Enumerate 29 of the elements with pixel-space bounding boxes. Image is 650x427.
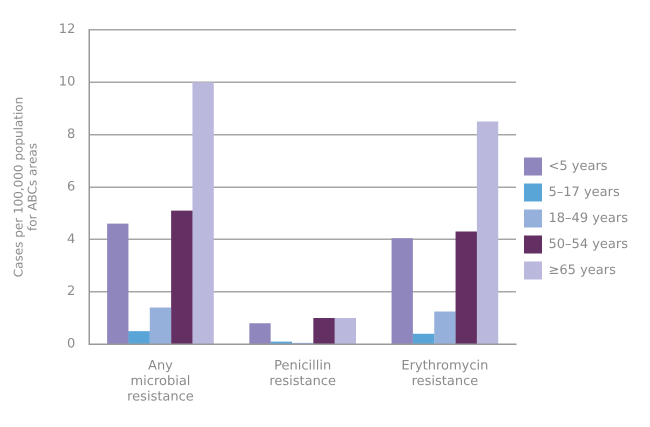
y-tick-label: 8 bbox=[67, 126, 76, 142]
y-tick-label: 2 bbox=[67, 284, 76, 300]
x-tick-label: Erythromycin resistance bbox=[401, 358, 488, 389]
bar bbox=[171, 210, 192, 344]
y-tick-label: 0 bbox=[67, 336, 76, 352]
bar bbox=[128, 331, 150, 344]
bar bbox=[434, 311, 456, 344]
legend-label: 50–54 years bbox=[548, 236, 628, 252]
legend-label: <5 years bbox=[548, 158, 608, 174]
y-tick-label: 4 bbox=[67, 232, 76, 247]
y-tick-label: 12 bbox=[58, 22, 76, 38]
legend-label: 5–17 years bbox=[548, 184, 620, 200]
y-tick-label: 10 bbox=[58, 74, 76, 90]
legend-label: 18–49 years bbox=[548, 210, 628, 226]
bar bbox=[476, 122, 498, 344]
y-axis-title: Cases per 100,000 population for ABCs areas bbox=[11, 96, 40, 278]
bar bbox=[392, 238, 413, 344]
bar bbox=[412, 334, 434, 344]
bar bbox=[249, 323, 271, 344]
bar bbox=[313, 318, 335, 344]
bar bbox=[150, 308, 172, 344]
y-tick-label: 6 bbox=[67, 179, 76, 194]
legend-label: ≥65 years bbox=[548, 262, 616, 278]
bar bbox=[456, 232, 477, 344]
x-tick-label: Penicillin resistance bbox=[269, 358, 336, 389]
x-tick-label: Any microbial resistance bbox=[127, 358, 194, 405]
bar bbox=[107, 224, 128, 344]
bar bbox=[192, 82, 214, 344]
bar bbox=[334, 318, 356, 344]
